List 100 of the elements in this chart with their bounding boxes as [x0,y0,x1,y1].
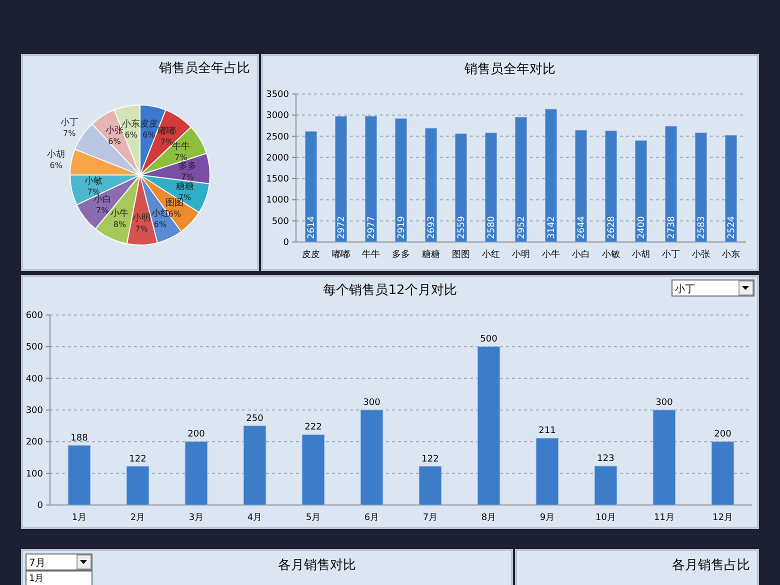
y-tick-label: 3000 [266,111,290,122]
y-tick-label: 200 [26,438,44,448]
x-tick-label: 3月 [188,513,204,523]
data-label: 2559 [457,216,467,239]
slice-label: 小东 [122,118,140,130]
x-tick-label: 7月 [422,513,438,523]
bar [418,466,442,506]
y-tick-label: 500 [272,216,290,227]
data-label: 122 [422,454,439,464]
bar [425,128,437,242]
chart-title: 每个销售员12个月对比 [323,283,457,298]
x-tick-label: 小敏 [602,249,620,260]
data-label: 7% [63,129,76,138]
data-label: 7% [181,172,194,182]
data-label: 6% [154,220,168,230]
slice-label: 小牛 [110,208,129,220]
x-tick-label: 小牛 [542,249,560,260]
data-label: 6% [168,210,182,219]
bar [711,441,734,506]
data-label: 123 [597,454,614,464]
bar [594,466,618,506]
data-label: 2977 [367,216,377,239]
x-tick-label: 小红 [482,249,500,260]
data-label: 211 [538,426,556,436]
data-label: 2524 [727,216,737,239]
x-tick-label: 嘟嘟 [332,249,350,260]
data-label: 6% [142,130,156,140]
data-label: 300 [656,398,674,408]
bar [725,135,737,242]
bar [68,445,91,506]
data-label: 2580 [487,216,497,239]
bar [515,116,527,242]
data-label: 2583 [697,216,707,239]
bar [485,132,497,242]
x-tick-label: 小明 [512,249,530,260]
data-label: 6% [124,130,138,140]
data-label: 2738 [667,216,677,239]
slice-label: 小胡 [47,149,66,160]
x-tick-label: 皮皮 [302,249,320,260]
slice-label: 图图 [166,198,184,209]
x-tick-label: 2月 [130,513,146,523]
data-label: 122 [129,454,146,464]
bar [302,434,325,506]
x-tick-label: 小白 [572,249,590,260]
bar [455,134,467,242]
dropdown: 小丁 [672,280,754,296]
y-tick-label: 500 [26,342,44,353]
y-tick-label: 2000 [266,153,290,164]
y-tick-label: 1500 [266,174,290,185]
chart-title: 销售员全年对比 [464,62,556,77]
x-tick-label: 12月 [712,513,733,523]
data-label: 2644 [577,216,587,239]
bar [545,108,557,242]
y-tick-label: 3500 [266,90,290,100]
data-label: 500 [480,334,498,345]
slice-label: 皮皮 [140,118,158,130]
data-label: 2972 [337,216,347,239]
y-tick-label: 0 [283,238,290,248]
slice-label: 嘟嘟 [158,126,176,137]
data-label: 7% [96,206,110,216]
bar [575,130,587,242]
x-tick-label: 图图 [452,250,470,260]
slice-label: 小红 [151,208,170,220]
data-label: 8% [113,220,126,230]
x-tick-label: 牛牛 [362,249,380,260]
bar [695,132,707,242]
chart-title: 销售员全年占比 [158,61,250,76]
x-tick-label: 糖糖 [422,249,440,260]
x-tick-label: 小胡 [632,249,650,260]
x-tick-label: 小东 [722,249,740,260]
data-label: 7% [135,224,148,234]
data-label: 7% [174,152,188,162]
data-label: 300 [363,398,381,408]
data-label: 3142 [547,216,557,239]
x-tick-label: 小丁 [662,249,680,260]
slice-label: 牛牛 [172,140,190,152]
data-label: 188 [70,433,88,444]
x-tick-label: 4月 [247,513,262,523]
x-tick-label: 10月 [596,513,616,523]
data-label: 222 [304,422,322,433]
data-label: 2919 [397,216,407,239]
data-label: 6% [50,161,63,170]
bar [243,426,266,506]
data-label: 2400 [637,216,647,239]
bar [536,438,559,506]
y-tick-label: 2500 [266,132,290,142]
y-tick-label: 600 [26,311,44,321]
slice-label: 小丁 [60,117,78,128]
data-label: 7% [160,138,174,147]
data-label: 2952 [517,216,527,239]
data-label: 2628 [607,216,617,239]
x-tick-label: 多多 [392,249,410,260]
x-tick-label: 11月 [654,513,674,523]
bar [652,410,676,506]
bar [305,131,317,242]
bar [665,126,677,242]
bar [360,410,384,506]
bar [365,116,377,242]
x-tick-label: 6月 [364,513,380,523]
bar [635,140,647,242]
